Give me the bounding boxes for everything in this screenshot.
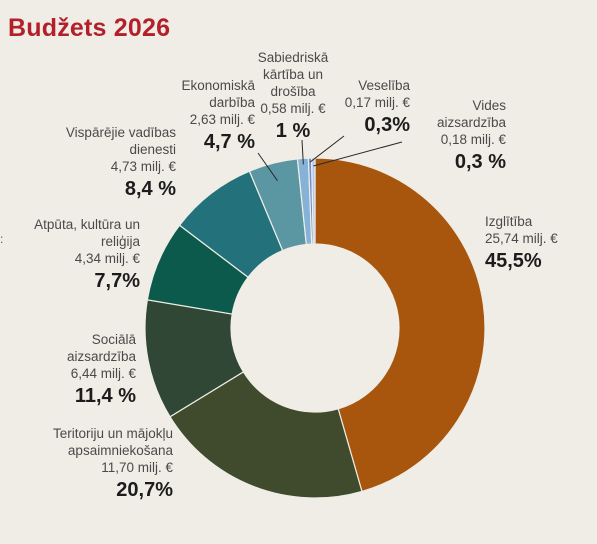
label-vides: Vides aizsardzība 0,18 milj. € 0,3 % bbox=[400, 98, 506, 175]
label-teritoriju-block: Teritoriju un mājokļu apsaimniekošana 11… bbox=[28, 426, 173, 503]
leader-ekonomiska bbox=[257, 152, 278, 181]
label-sabiedriska: Sabiedriskā kārtība un drošība 0,58 milj… bbox=[245, 50, 341, 144]
slice-8 bbox=[310, 157, 316, 245]
slice-percent: 4,7 % bbox=[203, 130, 255, 153]
slice-value: 2,63 milj. € bbox=[189, 111, 255, 127]
label-atputa: Atpūta, kultūra un reliģija 4,34 milj. €… bbox=[20, 217, 140, 294]
slice-value: 11,70 milj. € bbox=[101, 459, 173, 475]
slice-name: Izglītība bbox=[485, 214, 533, 229]
slice-name: Vispārējie vadības dienesti bbox=[65, 125, 176, 157]
slice-1 bbox=[169, 371, 363, 499]
slice-percent: 7,7% bbox=[94, 269, 140, 292]
label-visparejie: Vispārējie vadības dienesti 4,73 milj. €… bbox=[48, 125, 176, 202]
leader-vides bbox=[313, 141, 403, 167]
slice-percent: 11,4 % bbox=[74, 384, 136, 407]
label-sociala: Sociālā aizsardzība 6,44 milj. € 11,4 % bbox=[28, 332, 136, 409]
label-izglitiba: Izglītība 25,74 milj. € 45,5% bbox=[485, 214, 558, 274]
slice-value: 0,58 milj. € bbox=[260, 100, 326, 116]
slice-value: 4,34 milj. € bbox=[74, 250, 140, 266]
slice-percent: 0,3 % bbox=[454, 150, 506, 173]
slice-percent: 45,5% bbox=[485, 249, 542, 272]
leader-lines bbox=[257, 135, 403, 181]
label-ekonomiska: Ekonomiskā darbība 2,63 milj. € 4,7 % bbox=[145, 78, 255, 155]
slice-name: Vides aizsardzība bbox=[436, 98, 506, 130]
slice-name: Atpūta, kultūra un reliģija bbox=[34, 217, 140, 249]
chart-title: Budžets 2026 bbox=[8, 14, 171, 42]
slice-percent: 0,3% bbox=[364, 113, 410, 136]
slice-percent: 1 % bbox=[275, 119, 311, 142]
slice-value: 4,73 milj. € bbox=[110, 158, 176, 174]
slice-name: Teritoriju un mājokļu apsaimniekošana bbox=[52, 426, 173, 458]
donut-slices bbox=[144, 157, 486, 499]
slice-percent: 20,7% bbox=[116, 478, 173, 501]
slice-value: 6,44 milj. € bbox=[70, 365, 136, 381]
slice-value: 0,17 milj. € bbox=[344, 94, 410, 110]
slice-value: 25,74 milj. € bbox=[485, 230, 558, 246]
slice-name: Sabiedriskā kārtība un drošība bbox=[257, 50, 329, 99]
slice-name: Ekonomiskā darbība bbox=[181, 78, 255, 110]
slice-percent: 8,4 % bbox=[124, 177, 176, 200]
slice-name: Veselība bbox=[358, 78, 410, 93]
label-veseliba: Veselība 0,17 milj. € 0,3% bbox=[330, 78, 410, 138]
slice-0 bbox=[314, 157, 486, 493]
leader-sabiedriska bbox=[301, 139, 304, 165]
leader-veseliba bbox=[309, 135, 345, 163]
edge-mark: : bbox=[0, 232, 4, 246]
slice-name: Sociālā aizsardzība bbox=[66, 332, 136, 364]
slice-value: 0,18 milj. € bbox=[440, 131, 506, 147]
